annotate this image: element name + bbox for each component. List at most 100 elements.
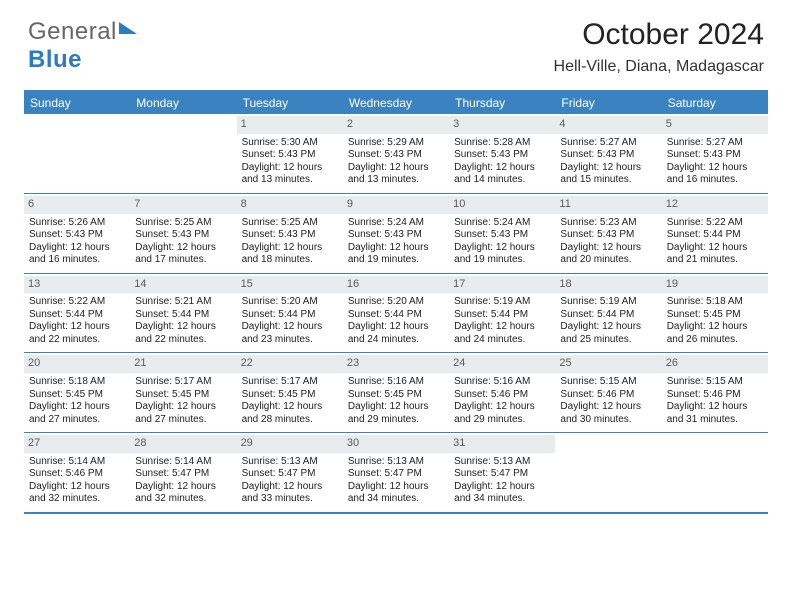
day-number: 7 — [130, 196, 236, 214]
daylight-text: Daylight: 12 hours — [29, 481, 125, 494]
day-cell: 28Sunrise: 5:14 AMSunset: 5:47 PMDayligh… — [130, 433, 236, 512]
sunset-text: Sunset: 5:43 PM — [242, 149, 338, 162]
empty-cell — [24, 114, 130, 193]
daylight-text: and 18 minutes. — [242, 254, 338, 267]
day-number: 24 — [449, 355, 555, 373]
day-number: 6 — [24, 196, 130, 214]
day-header-row: SundayMondayTuesdayWednesdayThursdayFrid… — [24, 92, 768, 114]
title-block: October 2024 Hell-Ville, Diana, Madagasc… — [554, 18, 764, 76]
day-number: 31 — [449, 435, 555, 453]
sunset-text: Sunset: 5:44 PM — [560, 309, 656, 322]
sunrise-text: Sunrise: 5:24 AM — [454, 217, 550, 230]
day-header-monday: Monday — [130, 92, 236, 114]
daylight-text: and 19 minutes. — [348, 254, 444, 267]
sunrise-text: Sunrise: 5:22 AM — [667, 217, 763, 230]
day-cell: 24Sunrise: 5:16 AMSunset: 5:46 PMDayligh… — [449, 353, 555, 432]
daylight-text: and 29 minutes. — [348, 414, 444, 427]
day-cell: 23Sunrise: 5:16 AMSunset: 5:45 PMDayligh… — [343, 353, 449, 432]
day-cell: 12Sunrise: 5:22 AMSunset: 5:44 PMDayligh… — [662, 194, 768, 273]
daylight-text: Daylight: 12 hours — [135, 242, 231, 255]
sunrise-text: Sunrise: 5:30 AM — [242, 137, 338, 150]
day-number: 22 — [237, 355, 343, 373]
sunset-text: Sunset: 5:44 PM — [454, 309, 550, 322]
sunset-text: Sunset: 5:44 PM — [667, 229, 763, 242]
daylight-text: and 24 minutes. — [348, 334, 444, 347]
day-number: 10 — [449, 196, 555, 214]
daylight-text: and 28 minutes. — [242, 414, 338, 427]
sunrise-text: Sunrise: 5:23 AM — [560, 217, 656, 230]
day-cell: 20Sunrise: 5:18 AMSunset: 5:45 PMDayligh… — [24, 353, 130, 432]
daylight-text: and 22 minutes. — [29, 334, 125, 347]
daylight-text: Daylight: 12 hours — [667, 162, 763, 175]
empty-cell — [555, 433, 661, 512]
day-header-thursday: Thursday — [449, 92, 555, 114]
daylight-text: Daylight: 12 hours — [454, 162, 550, 175]
daylight-text: Daylight: 12 hours — [242, 401, 338, 414]
daylight-text: Daylight: 12 hours — [454, 242, 550, 255]
day-cell: 25Sunrise: 5:15 AMSunset: 5:46 PMDayligh… — [555, 353, 661, 432]
day-number: 16 — [343, 276, 449, 294]
sunrise-text: Sunrise: 5:26 AM — [29, 217, 125, 230]
daylight-text: Daylight: 12 hours — [242, 321, 338, 334]
day-cell: 8Sunrise: 5:25 AMSunset: 5:43 PMDaylight… — [237, 194, 343, 273]
sunset-text: Sunset: 5:43 PM — [454, 149, 550, 162]
sunset-text: Sunset: 5:45 PM — [242, 389, 338, 402]
day-number: 18 — [555, 276, 661, 294]
day-number: 28 — [130, 435, 236, 453]
daylight-text: and 16 minutes. — [667, 174, 763, 187]
daylight-text: Daylight: 12 hours — [242, 162, 338, 175]
day-number: 3 — [449, 116, 555, 134]
calendar: SundayMondayTuesdayWednesdayThursdayFrid… — [24, 90, 768, 514]
sunset-text: Sunset: 5:43 PM — [348, 229, 444, 242]
month-title: October 2024 — [554, 18, 764, 52]
sunset-text: Sunset: 5:43 PM — [242, 229, 338, 242]
sunrise-text: Sunrise: 5:19 AM — [454, 296, 550, 309]
sunrise-text: Sunrise: 5:13 AM — [242, 456, 338, 469]
daylight-text: and 24 minutes. — [454, 334, 550, 347]
sunset-text: Sunset: 5:43 PM — [348, 149, 444, 162]
sunset-text: Sunset: 5:47 PM — [348, 468, 444, 481]
sunset-text: Sunset: 5:45 PM — [667, 309, 763, 322]
logo-triangle-icon — [119, 22, 137, 34]
day-header-wednesday: Wednesday — [343, 92, 449, 114]
sunset-text: Sunset: 5:43 PM — [667, 149, 763, 162]
day-number: 26 — [662, 355, 768, 373]
day-number: 30 — [343, 435, 449, 453]
day-number: 12 — [662, 196, 768, 214]
daylight-text: and 15 minutes. — [560, 174, 656, 187]
daylight-text: Daylight: 12 hours — [29, 242, 125, 255]
sunrise-text: Sunrise: 5:27 AM — [560, 137, 656, 150]
daylight-text: and 30 minutes. — [560, 414, 656, 427]
day-cell: 15Sunrise: 5:20 AMSunset: 5:44 PMDayligh… — [237, 274, 343, 353]
sunset-text: Sunset: 5:44 PM — [29, 309, 125, 322]
sunrise-text: Sunrise: 5:25 AM — [135, 217, 231, 230]
daylight-text: Daylight: 12 hours — [348, 401, 444, 414]
daylight-text: Daylight: 12 hours — [135, 401, 231, 414]
daylight-text: Daylight: 12 hours — [29, 321, 125, 334]
empty-cell — [130, 114, 236, 193]
sunset-text: Sunset: 5:45 PM — [29, 389, 125, 402]
daylight-text: Daylight: 12 hours — [560, 321, 656, 334]
sunrise-text: Sunrise: 5:19 AM — [560, 296, 656, 309]
week-row: 27Sunrise: 5:14 AMSunset: 5:46 PMDayligh… — [24, 432, 768, 512]
day-header-sunday: Sunday — [24, 92, 130, 114]
day-number: 17 — [449, 276, 555, 294]
daylight-text: and 16 minutes. — [29, 254, 125, 267]
sunrise-text: Sunrise: 5:20 AM — [348, 296, 444, 309]
sunset-text: Sunset: 5:43 PM — [29, 229, 125, 242]
location-subtitle: Hell-Ville, Diana, Madagascar — [554, 58, 764, 76]
daylight-text: and 19 minutes. — [454, 254, 550, 267]
day-number: 1 — [237, 116, 343, 134]
sunrise-text: Sunrise: 5:29 AM — [348, 137, 444, 150]
day-cell: 30Sunrise: 5:13 AMSunset: 5:47 PMDayligh… — [343, 433, 449, 512]
day-cell: 7Sunrise: 5:25 AMSunset: 5:43 PMDaylight… — [130, 194, 236, 273]
day-number: 2 — [343, 116, 449, 134]
sunrise-text: Sunrise: 5:13 AM — [454, 456, 550, 469]
daylight-text: and 29 minutes. — [454, 414, 550, 427]
day-number: 19 — [662, 276, 768, 294]
daylight-text: Daylight: 12 hours — [667, 321, 763, 334]
day-cell: 4Sunrise: 5:27 AMSunset: 5:43 PMDaylight… — [555, 114, 661, 193]
sunrise-text: Sunrise: 5:27 AM — [667, 137, 763, 150]
daylight-text: Daylight: 12 hours — [242, 242, 338, 255]
sunrise-text: Sunrise: 5:17 AM — [242, 376, 338, 389]
